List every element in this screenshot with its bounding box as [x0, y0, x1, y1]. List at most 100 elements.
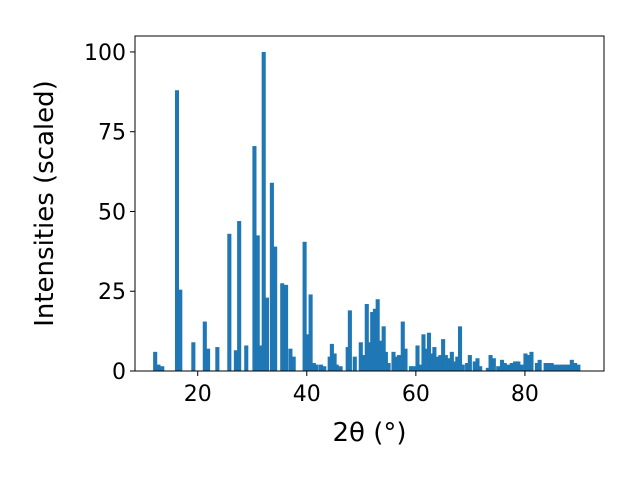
x-axis-ticks: 20 40 60 80: [184, 371, 539, 407]
bar: [491, 358, 496, 371]
bar: [534, 363, 539, 371]
bar: [227, 233, 232, 371]
bar: [537, 359, 542, 371]
bar: [368, 342, 373, 371]
bar: [435, 356, 440, 371]
y-tick-label: 50: [98, 200, 126, 225]
bar: [460, 364, 465, 371]
bar: [455, 356, 460, 371]
bar: [526, 355, 531, 371]
bar: [178, 289, 183, 371]
bar: [269, 182, 274, 371]
bar: [509, 363, 514, 371]
bar: [302, 241, 307, 371]
bar: [513, 361, 518, 371]
bar: [403, 348, 408, 371]
bar: [352, 356, 357, 371]
bar: [318, 364, 324, 371]
bar: [447, 358, 452, 371]
bar: [160, 366, 165, 371]
bar: [432, 347, 437, 371]
bar: [441, 339, 446, 371]
bar: [396, 355, 401, 371]
bar: [485, 367, 490, 371]
bar: [457, 326, 463, 371]
bar: [370, 311, 375, 371]
x-tick-label: 20: [184, 382, 212, 407]
y-tick-label: 100: [84, 41, 126, 66]
bar: [305, 334, 310, 371]
bar: [502, 363, 507, 371]
bar: [237, 221, 242, 371]
bar: [506, 364, 511, 371]
x-axis-label: 2θ (°): [332, 418, 406, 448]
bar: [280, 283, 285, 371]
bar: [573, 363, 578, 371]
bar: [233, 350, 238, 371]
bar: [288, 348, 293, 371]
bar: [255, 235, 260, 371]
bar: [273, 246, 278, 371]
bar: [308, 294, 313, 371]
bar: [496, 366, 501, 371]
bar: [386, 363, 391, 371]
bar: [546, 363, 551, 371]
bar: [322, 366, 327, 371]
bar: [153, 351, 158, 371]
y-tick-label: 0: [112, 360, 126, 385]
bar: [372, 308, 377, 371]
bar: [334, 364, 339, 371]
bar: [549, 363, 554, 371]
bar: [329, 343, 334, 371]
bar: [543, 363, 548, 371]
bar: [475, 358, 480, 371]
bar: [338, 366, 343, 371]
x-tick-label: 60: [402, 382, 430, 407]
bar: [519, 364, 524, 371]
bar: [215, 347, 220, 371]
bar: [311, 363, 316, 371]
bar: [429, 353, 434, 371]
bar: [472, 361, 477, 371]
bar: [411, 366, 416, 371]
bar: [426, 332, 431, 371]
bar: [332, 353, 337, 371]
x-tick-label: 80: [511, 382, 539, 407]
bar: [529, 351, 534, 371]
bar: [156, 364, 161, 371]
bar: [202, 321, 207, 371]
bar: [424, 348, 429, 371]
bar: [264, 297, 270, 371]
bar: [206, 348, 211, 371]
bar: [327, 356, 332, 371]
bar: [400, 321, 405, 371]
bar: [569, 359, 574, 371]
y-tick-label: 25: [98, 280, 126, 305]
bar: [174, 90, 180, 372]
bar: [314, 364, 319, 371]
bar: [467, 355, 472, 371]
bar: [418, 364, 423, 371]
bar: [415, 345, 420, 371]
bar: [566, 364, 571, 371]
bar: [375, 299, 380, 371]
bars-group: [153, 51, 581, 372]
bar: [488, 355, 493, 371]
bar: [381, 326, 386, 371]
bar: [358, 342, 363, 371]
bar: [443, 355, 448, 371]
bar: [559, 364, 565, 371]
bar: [465, 363, 470, 371]
bar: [378, 340, 383, 371]
bar: [576, 364, 581, 371]
bar: [553, 364, 558, 371]
bar: [361, 355, 366, 371]
bar: [244, 345, 249, 371]
bar: [191, 342, 196, 371]
bar: [284, 284, 289, 371]
plot-frame: [134, 35, 605, 372]
bar: [516, 361, 521, 371]
